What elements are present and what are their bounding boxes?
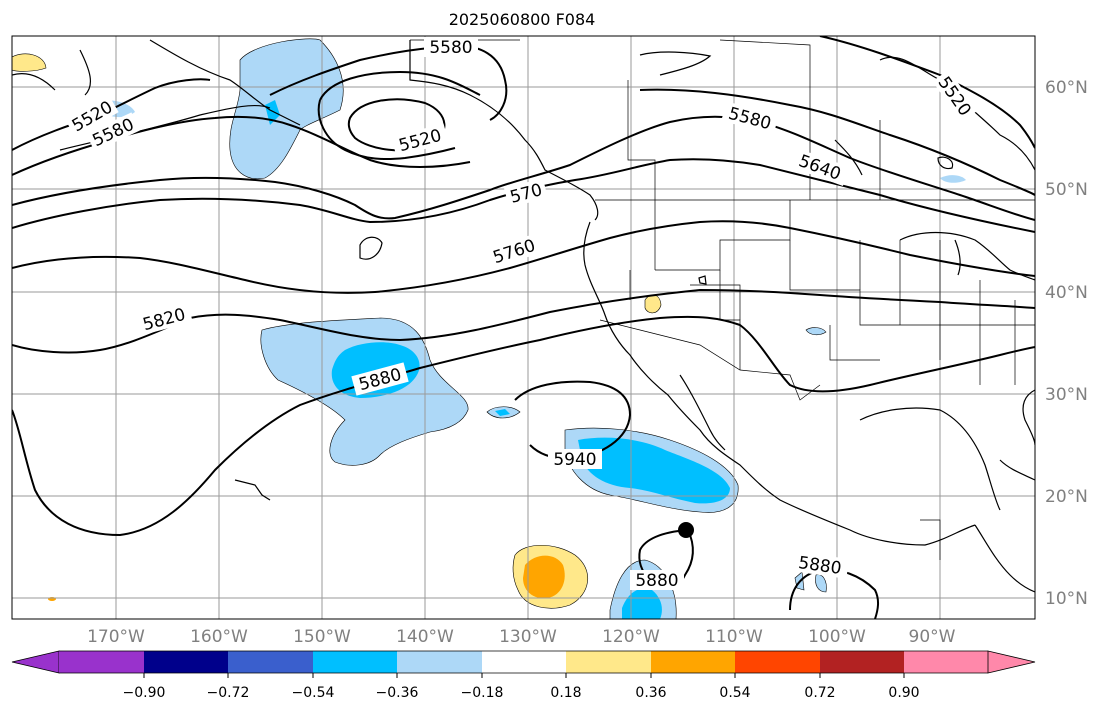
contour-5580-low-left [317, 99, 456, 160]
lat-label: 60°N [1045, 78, 1088, 98]
coastlines [12, 39, 1035, 593]
lon-label: 170°W [87, 627, 145, 647]
colorbar-tick-label: −0.36 [376, 685, 419, 701]
lon-label: 150°W [293, 627, 351, 647]
contour-5880-se [789, 568, 879, 619]
colorbar-segment [59, 651, 144, 673]
figure-title: 2025060800 F084 [449, 10, 596, 29]
lon-label: 140°W [396, 627, 454, 647]
colorbar: −0.90 −0.72 −0.54 −0.36 −0.18 0.18 0.36 … [11, 650, 1036, 701]
contour-5880-mid [12, 315, 1035, 537]
longitude-labels: 170°W 160°W 150°W 140°W 130°W 120°W 110°… [87, 627, 956, 647]
contour-label-5580-top: 5580 [429, 38, 472, 58]
colorbar-segment [735, 651, 820, 673]
lon-label: 130°W [499, 627, 557, 647]
storm-position-marker [678, 522, 694, 538]
colorbar-tick-label: 0.36 [635, 685, 666, 701]
colorbar-segment [482, 651, 566, 673]
small-blue-spot-inner [495, 409, 510, 416]
lon-label: 100°W [808, 627, 866, 647]
map-frame [11, 35, 1036, 620]
nevada-yellow [644, 294, 662, 314]
colorbar-segment [313, 651, 397, 673]
contour-5760 [12, 220, 1035, 294]
contour-label-5940: 5940 [553, 450, 596, 470]
lat-label: 50°N [1045, 180, 1088, 200]
colorbar-segment [566, 651, 651, 673]
contour-label-5880-s: 5880 [635, 571, 678, 591]
lat-label: 20°N [1045, 487, 1088, 507]
lon-label: 160°W [190, 627, 248, 647]
lat-label: 40°N [1045, 283, 1088, 303]
contour-5820-a [12, 288, 1035, 354]
contour-5520-ne [819, 36, 1035, 149]
colorbar-segment [144, 651, 228, 673]
colorbar-segment [904, 651, 988, 673]
lon-label: 110°W [705, 627, 763, 647]
colorbar-tick-label: −0.18 [461, 685, 504, 701]
colorbar-tick-label: −0.54 [292, 685, 335, 701]
lon-label: 90°W [909, 627, 956, 647]
contour-5640 [12, 115, 1035, 221]
lat-label: 10°N [1045, 589, 1088, 609]
colorbar-extend-high [987, 650, 1036, 674]
colorbar-tick-label: 0.90 [888, 685, 919, 701]
colorbar-tick-label: 0.18 [550, 685, 581, 701]
colorbar-extend-low [11, 650, 60, 674]
latitude-labels: 60°N 50°N 40°N 30°N 20°N 10°N [1045, 78, 1088, 609]
contour-5580-ne [639, 88, 1035, 196]
colorbar-segment [820, 651, 904, 673]
south-negative-dark [622, 588, 662, 619]
se-blue-2 [815, 574, 827, 593]
colorbar-tick-label: 0.72 [804, 685, 835, 701]
colorbar-segment [228, 651, 313, 673]
contour-5520-west [12, 78, 211, 151]
lat-label: 30°N [1045, 385, 1088, 405]
nw-pacific-yellow [12, 53, 47, 72]
colorbar-segment [397, 651, 482, 673]
contour-5580-low-outer [319, 70, 481, 101]
mexico-negative-dark [578, 437, 730, 504]
map-panel: 5580 5520 5520 5580 5520 5580 5640 570 5… [12, 36, 1035, 619]
lon-label: 120°W [602, 627, 660, 647]
south-positive-dark [523, 555, 565, 599]
contour-lines [12, 36, 1035, 619]
hudson-spot [940, 175, 966, 183]
texas-blue [805, 327, 827, 336]
colorbar-tick-marks [143, 673, 905, 678]
colorbar-tick-label: −0.90 [123, 685, 166, 701]
colorbar-segment [651, 651, 735, 673]
colorbar-tick-label: −0.72 [207, 685, 250, 701]
colorbar-tick-label: 0.54 [719, 685, 750, 701]
